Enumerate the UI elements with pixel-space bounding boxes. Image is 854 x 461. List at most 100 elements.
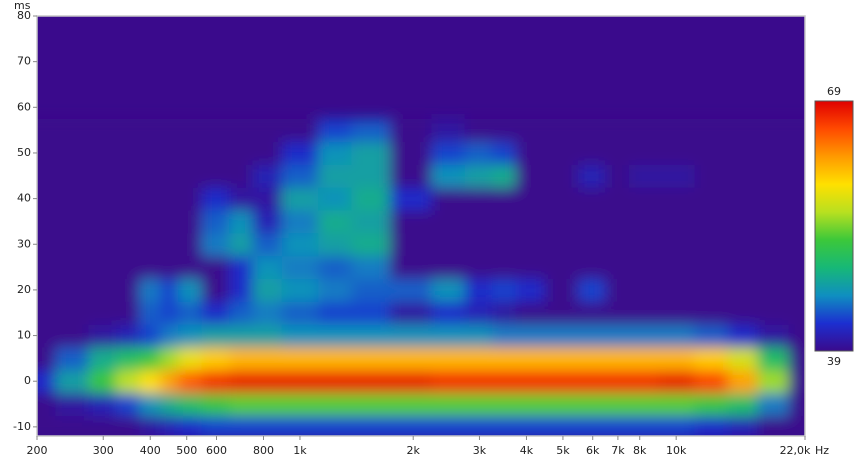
- heatmap-cell: [201, 278, 230, 302]
- heatmap-cell: [281, 187, 319, 211]
- heatmap-cell: [252, 415, 283, 436]
- heatmap-cell: [281, 141, 319, 165]
- heatmap-cell: [628, 369, 659, 394]
- heatmap-cell: [389, 141, 432, 165]
- heatmap-cell: [492, 141, 517, 165]
- heatmap-cell: [464, 255, 493, 279]
- heatmap-cell: [178, 369, 203, 394]
- heatmap-cell: [351, 392, 391, 416]
- heatmap-cell: [657, 278, 695, 302]
- heatmap-cell: [492, 278, 517, 302]
- heatmap-cell: [88, 210, 117, 234]
- heatmap-cell: [605, 255, 630, 279]
- heatmap-cell: [351, 164, 391, 188]
- x-tick-label: 4k: [520, 444, 534, 457]
- heatmap-cell: [492, 301, 517, 325]
- heatmap-cell: [351, 255, 391, 279]
- heatmap-cell: [201, 255, 230, 279]
- heatmap-cell: [88, 346, 117, 371]
- heatmap-cell: [577, 164, 606, 188]
- heatmap-cell: [55, 232, 89, 257]
- heatmap-cell: [37, 164, 56, 188]
- x-tick-label: 300: [93, 444, 114, 457]
- heatmap-cell: [389, 301, 432, 325]
- y-tick-label: 30: [17, 237, 31, 250]
- heatmap-cell: [178, 324, 203, 348]
- heatmap-cell: [694, 164, 729, 188]
- heatmap-cell: [788, 164, 805, 188]
- heatmap-cell: [88, 392, 117, 416]
- heatmap-cell: [159, 141, 179, 165]
- heatmap-cell: [229, 118, 254, 143]
- heatmap-cell: [318, 415, 352, 436]
- heatmap-cell: [178, 164, 203, 188]
- heatmap-cell: [318, 141, 352, 165]
- heatmap-cell: [657, 255, 695, 279]
- heatmap-cell: [389, 278, 432, 302]
- heatmap-cell: [492, 415, 517, 436]
- y-tick-label: 20: [17, 283, 31, 296]
- heatmap-cell: [88, 278, 117, 302]
- heatmap-cell: [492, 210, 517, 234]
- heatmap-cell: [88, 141, 117, 165]
- y-tick-label: 80: [17, 9, 31, 22]
- heatmap-cell: [544, 118, 579, 143]
- heatmap-cell: [577, 141, 606, 165]
- heatmap-cell: [201, 369, 230, 394]
- heatmap-cell: [55, 392, 89, 416]
- heatmap-cell: [229, 255, 254, 279]
- heatmap-cell: [318, 324, 352, 348]
- heatmap-cell: [544, 210, 579, 234]
- heatmap-cell: [55, 278, 89, 302]
- heatmap-cell: [252, 255, 283, 279]
- heatmap-cell: [55, 141, 89, 165]
- heatmap-cell: [281, 118, 319, 143]
- heatmap-cell: [139, 301, 161, 325]
- heatmap-cell: [515, 301, 546, 325]
- heatmap-cell: [351, 301, 391, 325]
- heatmap-cell: [605, 392, 630, 416]
- heatmap-cell: [431, 255, 466, 279]
- heatmap-cell: [281, 415, 319, 436]
- heatmap-cell: [88, 187, 117, 211]
- x-tick-label: 5k: [556, 444, 570, 457]
- heatmap-cell: [389, 118, 432, 143]
- heatmap-cell: [464, 346, 493, 371]
- heatmap-cell: [178, 415, 203, 436]
- heatmap-cell: [178, 392, 203, 416]
- heatmap-cell: [544, 415, 579, 436]
- heatmap-cell: [577, 210, 606, 234]
- heatmap-cell: [37, 324, 56, 348]
- y-tick-label: 40: [17, 192, 31, 205]
- heatmap-cell: [605, 210, 630, 234]
- heatmap-cell: [431, 369, 466, 394]
- heatmap-cell: [115, 232, 140, 257]
- heatmap-cell: [464, 324, 493, 348]
- heatmap-cell: [492, 255, 517, 279]
- heatmap-cell: [544, 301, 579, 325]
- heatmap-cell: [515, 346, 546, 371]
- x-tick-label: 500: [176, 444, 197, 457]
- heatmap-cell: [389, 346, 432, 371]
- x-axis-unit: Hz: [815, 444, 829, 457]
- heatmap-cell: [628, 164, 659, 188]
- heatmap-cell: [229, 324, 254, 348]
- colorbar: [814, 100, 854, 352]
- heatmap-cell: [201, 415, 230, 436]
- heatmap-cell: [788, 210, 805, 234]
- heatmap-cell: [37, 346, 56, 371]
- heatmap-cell: [351, 141, 391, 165]
- heatmap-cell: [605, 346, 630, 371]
- heatmap-cell: [252, 392, 283, 416]
- heatmap-cell: [252, 164, 283, 188]
- heatmap-cell: [694, 324, 729, 348]
- heatmap-cell: [389, 415, 432, 436]
- heatmap-cell: [229, 141, 254, 165]
- heatmap-cell: [544, 324, 579, 348]
- heatmap-cell: [757, 278, 790, 302]
- heatmap-cell: [694, 210, 729, 234]
- heatmap-cell: [694, 301, 729, 325]
- heatmap-cell: [657, 346, 695, 371]
- heatmap-cell: [351, 324, 391, 348]
- heatmap-cell: [605, 415, 630, 436]
